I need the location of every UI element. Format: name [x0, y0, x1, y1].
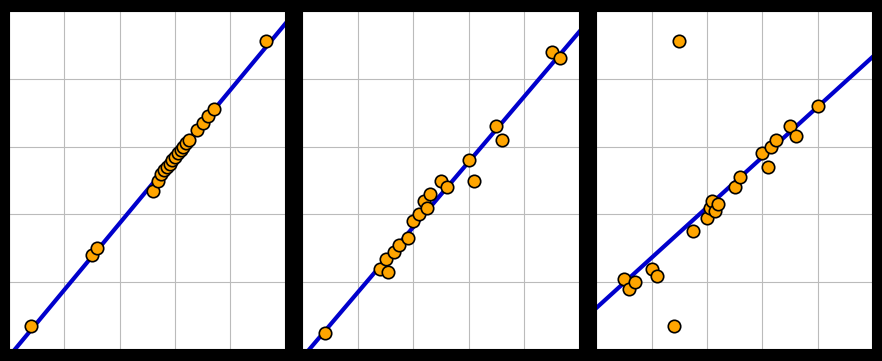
- Point: [201, 113, 215, 119]
- Point: [761, 164, 775, 170]
- Point: [24, 323, 38, 329]
- Point: [412, 212, 426, 217]
- Point: [387, 249, 401, 255]
- Point: [206, 106, 220, 112]
- Point: [160, 164, 174, 170]
- Point: [686, 229, 700, 234]
- Point: [617, 276, 631, 282]
- Point: [461, 157, 475, 163]
- Point: [706, 198, 720, 204]
- Point: [174, 147, 188, 153]
- Point: [650, 273, 664, 278]
- Point: [728, 184, 742, 190]
- Point: [789, 134, 803, 139]
- Point: [708, 208, 722, 214]
- Point: [422, 191, 437, 197]
- Point: [157, 168, 171, 173]
- Point: [91, 245, 105, 251]
- Point: [196, 120, 210, 126]
- Point: [165, 157, 179, 163]
- Point: [628, 279, 642, 285]
- Point: [373, 266, 387, 271]
- Point: [171, 151, 185, 156]
- Point: [764, 144, 778, 149]
- Point: [672, 39, 686, 44]
- Point: [553, 56, 567, 61]
- Point: [417, 198, 431, 204]
- Point: [162, 161, 176, 166]
- Point: [811, 103, 825, 109]
- Point: [711, 201, 725, 207]
- Point: [152, 178, 166, 183]
- Point: [703, 205, 717, 210]
- Point: [667, 323, 681, 329]
- Point: [623, 286, 637, 292]
- Point: [378, 256, 392, 261]
- Point: [783, 123, 797, 129]
- Point: [700, 215, 714, 221]
- Point: [318, 330, 332, 336]
- Point: [381, 269, 395, 275]
- Point: [420, 205, 434, 210]
- Point: [182, 137, 196, 143]
- Point: [259, 39, 273, 44]
- Point: [176, 144, 191, 149]
- Point: [645, 266, 659, 271]
- Point: [769, 137, 783, 143]
- Point: [495, 137, 509, 143]
- Point: [85, 252, 99, 258]
- Point: [545, 49, 559, 55]
- Point: [154, 171, 168, 177]
- Point: [490, 123, 504, 129]
- Point: [146, 188, 160, 193]
- Point: [755, 151, 769, 156]
- Point: [439, 184, 453, 190]
- Point: [467, 178, 482, 183]
- Point: [179, 140, 193, 146]
- Point: [733, 174, 747, 180]
- Point: [434, 178, 448, 183]
- Point: [400, 235, 415, 241]
- Point: [191, 127, 205, 132]
- Point: [168, 154, 182, 160]
- Point: [392, 242, 407, 248]
- Point: [407, 218, 421, 224]
